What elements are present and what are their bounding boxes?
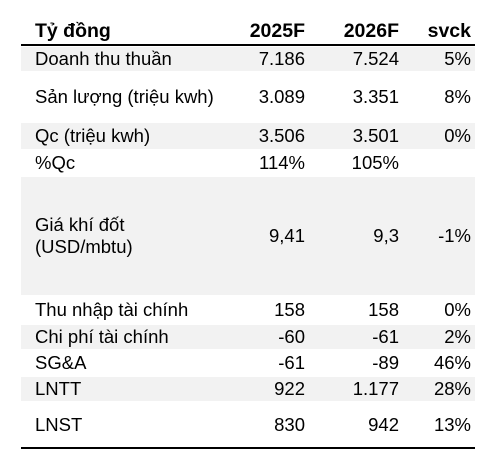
table-row: SG&A -61 -89 46% [21, 351, 475, 375]
header-2025f: 2025F [249, 20, 305, 42]
row-value-2025f: 7.186 [258, 48, 305, 69]
row-value-svck: 0% [444, 125, 471, 146]
header-svck: svck [427, 20, 471, 42]
row-value-2026f: -89 [372, 352, 399, 373]
table-header: Tỷ đồng 2025F 2026F svck [21, 18, 475, 46]
row-label: Chi phí tài chính [35, 326, 169, 347]
row-value-2025f: 158 [274, 299, 305, 320]
row-value-svck: 8% [444, 86, 471, 107]
table-bottom-rule [21, 447, 475, 449]
row-label: LNTT [35, 378, 82, 399]
row-value-2026f: 9,3 [373, 225, 399, 246]
row-value-2026f: 105% [351, 152, 399, 173]
row-value-2026f: 3.351 [352, 86, 399, 107]
row-value-2025f: -61 [278, 352, 305, 373]
row-value-svck: 28% [433, 378, 471, 399]
row-value-svck: 13% [433, 414, 471, 435]
table-row: Chi phí tài chính -60 -61 2% [21, 325, 475, 349]
table-row: LNST 830 942 13% [21, 403, 475, 447]
row-label: LNST [35, 414, 83, 435]
row-value-2026f: 1.177 [352, 378, 399, 399]
row-value-svck: 0% [444, 299, 471, 320]
row-value-svck: 46% [433, 352, 471, 373]
table-row: %Qc 114% 105% [21, 151, 475, 175]
table-row: Qc (triệu kwh) 3.506 3.501 0% [21, 123, 475, 149]
row-value-svck: -1% [438, 225, 471, 246]
row-value-svck: 5% [444, 48, 471, 69]
header-label: Tỷ đồng [35, 20, 111, 42]
row-value-2026f: -61 [372, 326, 399, 347]
header-2026f: 2026F [343, 20, 399, 42]
row-label: Qc (triệu kwh) [35, 125, 151, 146]
row-value-2025f: 114% [259, 152, 305, 173]
table-row: Sản lượng (triệu kwh) 3.089 3.351 8% [21, 73, 475, 121]
row-value-2026f: 3.501 [352, 125, 399, 146]
row-value-2025f: 3.506 [258, 125, 305, 146]
table-row: Giá khí đốt (USD/mbtu) 9,41 9,3 -1% [21, 177, 475, 295]
row-value-svck: 2% [444, 326, 471, 347]
row-value-2026f: 158 [368, 299, 399, 320]
row-value-2025f: 830 [274, 414, 305, 435]
table-row: Doanh thu thuần 7.186 7.524 5% [21, 47, 475, 71]
table-row: LNTT 922 1.177 28% [21, 377, 475, 401]
row-label: SG&A [35, 352, 87, 373]
row-value-2026f: 7.524 [352, 48, 399, 69]
row-value-2025f: 9,41 [268, 225, 305, 246]
row-label: Thu nhập tài chính [35, 299, 189, 320]
row-value-2025f: -60 [278, 326, 305, 347]
row-label: %Qc [35, 152, 76, 173]
row-value-2026f: 942 [368, 414, 399, 435]
row-label: Sản lượng (triệu kwh) [35, 86, 214, 107]
row-label: Doanh thu thuần [35, 48, 172, 69]
row-value-2025f: 922 [274, 378, 305, 399]
row-label: Giá khí đốt (USD/mbtu) [35, 214, 133, 257]
row-value-2025f: 3.089 [258, 86, 305, 107]
financial-table: Tỷ đồng 2025F 2026F svck Doanh thu thuần… [21, 18, 475, 449]
table-row: Thu nhập tài chính 158 158 0% [21, 297, 475, 323]
